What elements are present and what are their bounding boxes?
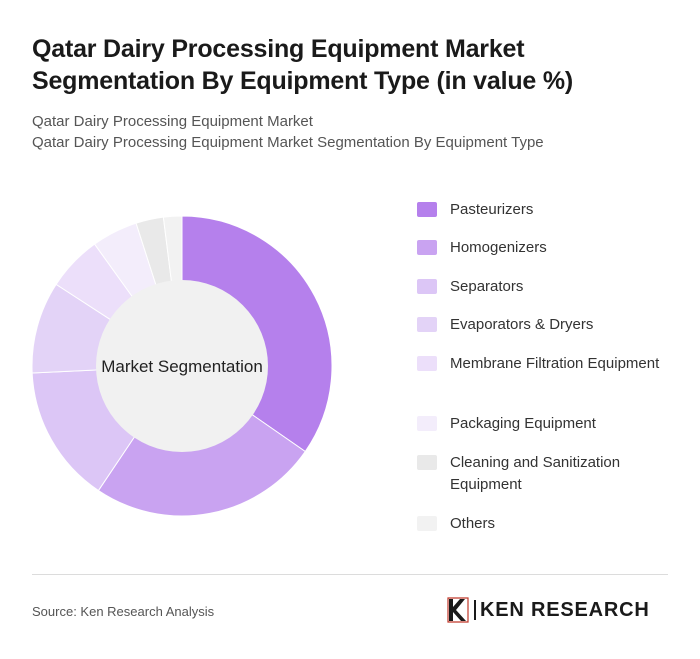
legend-swatch: [417, 317, 437, 332]
legend-item: Evaporators & Dryers: [417, 314, 670, 336]
footer-divider: [32, 574, 668, 575]
legend-label: Homogenizers: [450, 239, 547, 256]
legend-swatch: [417, 202, 437, 217]
legend-label: Packaging Equipment: [450, 415, 596, 432]
logo-separator: [474, 600, 476, 620]
donut-hole: [96, 280, 268, 452]
legend-item: Pasteurizers: [417, 199, 670, 221]
logo-text: KEN RESEARCH: [480, 598, 650, 621]
legend-item: Packaging Equipment: [417, 413, 670, 435]
legend-item: Cleaning and Sanitization Equipment: [417, 452, 670, 496]
legend-item: Homogenizers: [417, 237, 670, 259]
legend-swatch: [417, 356, 437, 371]
chart-title: Qatar Dairy Processing Equipment Market …: [32, 35, 574, 95]
legend-item: Membrane Filtration Equipment: [417, 353, 670, 375]
ken-research-logo: KEN RESEARCH: [447, 597, 650, 623]
legend-item: Separators: [417, 276, 670, 298]
chart-subtitle-line2: Qatar Dairy Processing Equipment Market …: [32, 134, 544, 151]
chart-subtitle-line1: Qatar Dairy Processing Equipment Market: [32, 113, 313, 130]
legend-swatch: [417, 240, 437, 255]
legend-label: Membrane Filtration Equipment: [450, 355, 660, 372]
legend-label: Separators: [450, 278, 524, 295]
legend-label: Others: [450, 515, 496, 532]
donut-center-label: Market Segmentation: [101, 357, 263, 376]
legend-label: Cleaning and Sanitization Equipment: [450, 454, 621, 493]
legend-swatch: [417, 416, 437, 431]
donut-chart: Market Segmentation: [31, 215, 333, 517]
ken-research-logo-icon: [447, 597, 469, 623]
source-note: Source: Ken Research Analysis: [32, 604, 215, 619]
legend-swatch: [417, 279, 437, 294]
legend-swatch: [417, 455, 437, 470]
legend-label: Pasteurizers: [450, 201, 534, 218]
legend-item: Others: [417, 513, 670, 535]
legend-label: Evaporators & Dryers: [450, 316, 594, 333]
legend-swatch: [417, 516, 437, 531]
